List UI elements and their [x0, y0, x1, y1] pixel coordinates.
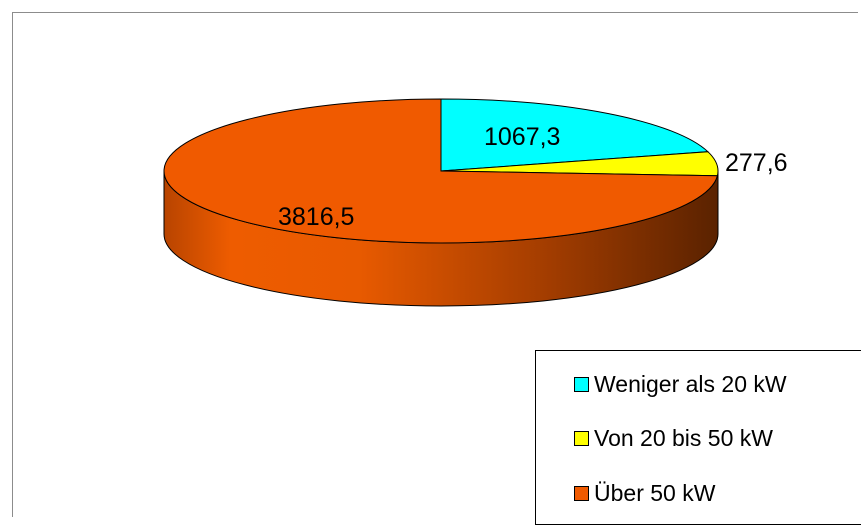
legend-swatch-cyan	[574, 376, 589, 392]
pie-slice-0	[440, 98, 710, 172]
pie-slice-2	[163, 98, 719, 244]
legend-swatch-orange	[574, 485, 589, 501]
legend-label: Über 50 kW	[594, 479, 716, 506]
legend-swatch-yellow	[574, 430, 589, 446]
data-label-0: 1067,3	[484, 123, 560, 151]
legend-item-von-20-bis-50-kw: Von 20 bis 50 kW	[574, 423, 773, 453]
legend-label: Weniger als 20 kW	[594, 370, 787, 397]
data-label-1: 277,6	[725, 149, 788, 177]
legend-item-weniger-als-20-kw: Weniger als 20 kW	[574, 369, 787, 399]
data-label-2: 3816,5	[278, 203, 354, 231]
legend-item-ueber-50-kw: Über 50 kW	[574, 478, 715, 508]
legend-label: Von 20 bis 50 kW	[594, 424, 773, 451]
legend: Weniger als 20 kW Von 20 bis 50 kW Über …	[535, 350, 861, 525]
